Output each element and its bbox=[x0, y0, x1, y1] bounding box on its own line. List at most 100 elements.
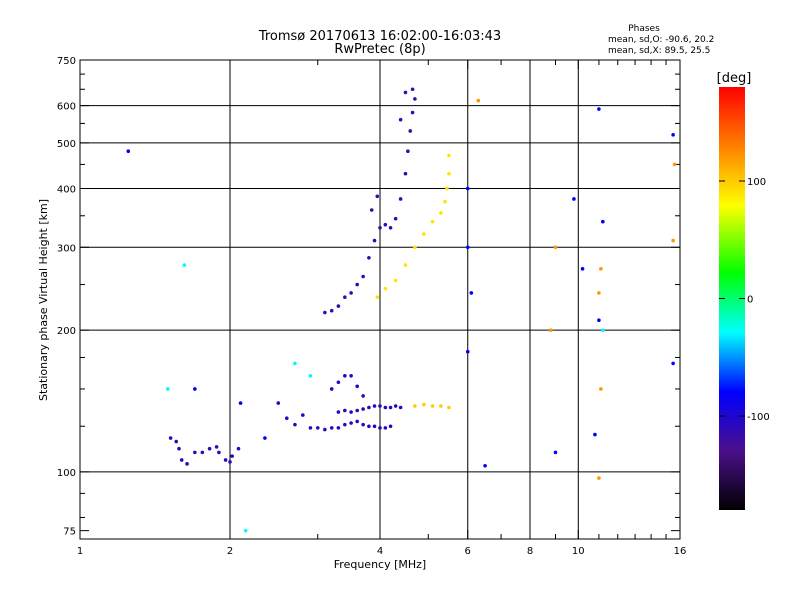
data-point bbox=[388, 405, 393, 410]
data-point bbox=[349, 410, 353, 414]
data-point bbox=[336, 410, 341, 414]
data-point bbox=[671, 133, 675, 137]
data-point bbox=[672, 162, 677, 167]
data-point bbox=[445, 186, 449, 191]
data-point bbox=[597, 107, 601, 111]
data-point bbox=[343, 295, 347, 300]
data-point bbox=[293, 361, 297, 366]
data-point bbox=[349, 373, 353, 378]
data-point bbox=[443, 199, 447, 204]
data-point bbox=[276, 401, 281, 405]
data-point bbox=[393, 278, 398, 283]
data-point bbox=[355, 408, 359, 413]
y-tick-label: 300 bbox=[57, 243, 76, 254]
data-point bbox=[597, 291, 601, 295]
data-point bbox=[301, 413, 305, 417]
data-point bbox=[410, 110, 415, 115]
data-point bbox=[476, 98, 481, 103]
y-axis-label: Stationary phase Virtual Height [km] bbox=[37, 199, 50, 401]
y-tick-label: 500 bbox=[57, 139, 76, 150]
data-point bbox=[375, 295, 380, 300]
data-point bbox=[572, 197, 576, 201]
data-point bbox=[238, 401, 243, 405]
data-point bbox=[393, 404, 398, 408]
chart-title: Tromsø 20170613 16:02:00-16:03:43 bbox=[258, 29, 501, 44]
data-point bbox=[599, 267, 603, 271]
data-point bbox=[372, 404, 377, 408]
data-point bbox=[393, 216, 398, 221]
data-point bbox=[398, 405, 403, 410]
data-point bbox=[553, 450, 558, 455]
data-point bbox=[372, 238, 377, 243]
data-point bbox=[336, 304, 341, 308]
data-point bbox=[378, 226, 382, 230]
chart-subtitle: RwPretec (8p) bbox=[334, 42, 425, 57]
data-point bbox=[447, 405, 451, 410]
data-point bbox=[430, 219, 435, 224]
data-point bbox=[228, 460, 232, 464]
colorbar-ticks: 100 0 -100 bbox=[719, 177, 770, 423]
y-tick-label: 750 bbox=[57, 56, 76, 67]
data-point bbox=[329, 387, 334, 391]
data-point bbox=[361, 407, 365, 411]
data-point bbox=[177, 446, 181, 451]
data-point bbox=[447, 153, 451, 158]
tick-labels: 1 2 4 6 8 10 16 75 100 200 300 400 500 600 750 bbox=[57, 56, 686, 557]
x-tick-label: 10 bbox=[572, 546, 585, 557]
data-point bbox=[329, 308, 334, 313]
data-point bbox=[361, 274, 365, 279]
grid-lines bbox=[80, 60, 680, 539]
data-point bbox=[671, 238, 675, 243]
y-tick-label: 75 bbox=[63, 527, 76, 538]
phases-heading: Phases bbox=[628, 24, 660, 34]
data-point bbox=[383, 405, 388, 410]
data-point bbox=[243, 528, 248, 533]
data-point bbox=[355, 419, 359, 424]
data-point bbox=[398, 197, 403, 201]
data-point bbox=[439, 211, 443, 215]
x-tick-label: 4 bbox=[377, 546, 383, 557]
data-point bbox=[465, 245, 470, 250]
data-point bbox=[207, 446, 212, 451]
data-point bbox=[284, 416, 289, 421]
plot-frame bbox=[79, 59, 681, 540]
data-point bbox=[369, 208, 374, 212]
data-point bbox=[553, 245, 558, 250]
data-point bbox=[193, 450, 197, 455]
data-point bbox=[413, 97, 417, 101]
data-point bbox=[597, 318, 601, 322]
x-tick-label: 6 bbox=[465, 546, 471, 557]
data-point bbox=[439, 404, 443, 408]
data-point bbox=[410, 87, 415, 92]
data-point bbox=[343, 408, 347, 413]
data-point bbox=[230, 454, 234, 458]
data-point bbox=[422, 232, 426, 236]
data-point bbox=[336, 380, 341, 385]
data-point bbox=[367, 424, 371, 429]
data-point bbox=[403, 171, 408, 176]
data-point bbox=[308, 426, 313, 430]
data-point bbox=[413, 404, 417, 408]
data-point bbox=[388, 424, 393, 429]
data-point bbox=[378, 426, 382, 430]
data-point bbox=[422, 402, 426, 407]
data-point bbox=[214, 445, 219, 449]
colorbar-tick-label: -100 bbox=[747, 412, 770, 423]
phases-x-mode-stats: mean, sd,X: 89.5, 25.5 bbox=[608, 46, 710, 56]
data-point bbox=[403, 90, 408, 95]
y-tick-label: 100 bbox=[57, 468, 76, 479]
data-point bbox=[165, 387, 170, 391]
data-point bbox=[193, 387, 197, 391]
data-point bbox=[398, 117, 403, 122]
data-point bbox=[168, 436, 173, 440]
data-point bbox=[293, 422, 297, 427]
data-point bbox=[372, 424, 377, 429]
y-tick-label: 200 bbox=[57, 326, 76, 337]
data-point bbox=[406, 149, 410, 154]
data-point bbox=[126, 149, 131, 154]
data-point bbox=[593, 432, 597, 437]
data-point bbox=[329, 426, 334, 430]
data-point bbox=[336, 426, 341, 430]
data-point bbox=[263, 436, 267, 440]
data-point bbox=[349, 421, 353, 425]
